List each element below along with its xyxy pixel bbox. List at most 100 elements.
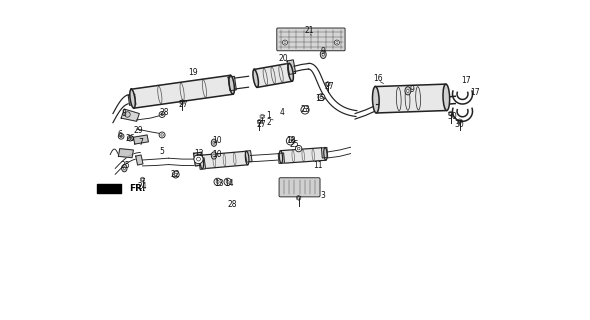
Circle shape	[226, 180, 229, 183]
Ellipse shape	[122, 164, 127, 172]
Polygon shape	[245, 151, 252, 162]
Ellipse shape	[407, 89, 409, 92]
Polygon shape	[136, 155, 143, 165]
Text: 13: 13	[214, 179, 224, 188]
Text: 30: 30	[447, 112, 457, 121]
Text: 30: 30	[455, 120, 465, 129]
Ellipse shape	[324, 148, 327, 160]
Polygon shape	[194, 152, 204, 166]
FancyBboxPatch shape	[279, 178, 320, 197]
Text: 20: 20	[279, 54, 289, 63]
Text: 28: 28	[227, 200, 237, 209]
Text: 1: 1	[266, 111, 271, 120]
Circle shape	[129, 137, 132, 139]
Text: 27: 27	[256, 120, 266, 129]
Circle shape	[296, 145, 302, 152]
Circle shape	[127, 135, 133, 141]
Text: 17: 17	[461, 76, 470, 85]
Circle shape	[159, 112, 165, 117]
Circle shape	[297, 147, 300, 150]
Ellipse shape	[211, 152, 217, 159]
Polygon shape	[280, 148, 326, 164]
Ellipse shape	[288, 63, 293, 81]
Circle shape	[320, 96, 323, 99]
Circle shape	[283, 40, 287, 45]
Circle shape	[124, 112, 130, 117]
Text: 2: 2	[266, 118, 271, 127]
Text: 19: 19	[188, 68, 198, 77]
Text: 25: 25	[289, 140, 299, 148]
Text: 9: 9	[410, 85, 415, 94]
Text: 22: 22	[171, 170, 181, 179]
Text: 17: 17	[470, 88, 480, 97]
FancyBboxPatch shape	[277, 28, 345, 51]
Ellipse shape	[443, 84, 450, 110]
Ellipse shape	[279, 151, 283, 164]
Polygon shape	[228, 76, 236, 91]
Text: 15: 15	[315, 94, 325, 103]
Text: 9: 9	[321, 47, 326, 56]
Circle shape	[161, 113, 163, 116]
Ellipse shape	[200, 155, 204, 169]
Circle shape	[119, 133, 124, 139]
Polygon shape	[375, 84, 447, 113]
Text: 10: 10	[212, 136, 221, 145]
Text: 24: 24	[137, 182, 148, 191]
Circle shape	[196, 157, 201, 161]
Polygon shape	[131, 75, 233, 108]
Text: FR.: FR.	[129, 184, 145, 193]
Text: 25: 25	[121, 161, 130, 170]
Text: 21: 21	[305, 26, 314, 35]
Ellipse shape	[322, 53, 325, 56]
Circle shape	[336, 42, 338, 44]
Text: 6: 6	[117, 131, 122, 140]
Circle shape	[214, 178, 221, 186]
Text: 4: 4	[280, 108, 285, 117]
Polygon shape	[201, 151, 248, 169]
Circle shape	[159, 132, 165, 138]
Text: 7: 7	[139, 138, 143, 147]
Text: 10: 10	[212, 150, 221, 159]
Polygon shape	[121, 109, 139, 121]
Circle shape	[224, 178, 231, 186]
Text: 12: 12	[194, 149, 204, 158]
Text: 18: 18	[287, 136, 296, 145]
Ellipse shape	[372, 87, 379, 113]
Circle shape	[174, 173, 177, 176]
Text: 28: 28	[159, 108, 169, 117]
Ellipse shape	[213, 141, 215, 144]
Polygon shape	[278, 153, 284, 164]
Circle shape	[120, 135, 122, 138]
Polygon shape	[287, 60, 296, 75]
Text: 27: 27	[324, 82, 334, 91]
Text: 8: 8	[122, 109, 127, 118]
Text: 26: 26	[126, 134, 135, 143]
Text: 5: 5	[160, 147, 165, 156]
Ellipse shape	[245, 151, 249, 165]
Circle shape	[289, 139, 292, 143]
Polygon shape	[119, 148, 133, 158]
Text: 16: 16	[373, 75, 383, 84]
Ellipse shape	[123, 167, 126, 170]
Ellipse shape	[229, 75, 234, 94]
Circle shape	[194, 155, 203, 164]
Text: 29: 29	[133, 126, 143, 135]
Circle shape	[335, 40, 339, 45]
Text: 14: 14	[224, 179, 234, 188]
Circle shape	[284, 42, 286, 44]
Circle shape	[303, 108, 307, 112]
Polygon shape	[322, 148, 327, 158]
Polygon shape	[199, 158, 205, 169]
Text: 3: 3	[321, 191, 326, 200]
Ellipse shape	[405, 87, 411, 95]
Ellipse shape	[130, 89, 135, 108]
Circle shape	[216, 180, 219, 183]
Polygon shape	[254, 63, 292, 87]
Text: 11: 11	[313, 161, 323, 170]
Ellipse shape	[320, 50, 326, 59]
Text: 23: 23	[300, 105, 310, 114]
Ellipse shape	[211, 139, 217, 146]
Circle shape	[286, 137, 294, 145]
Circle shape	[301, 106, 309, 114]
Polygon shape	[133, 135, 149, 144]
